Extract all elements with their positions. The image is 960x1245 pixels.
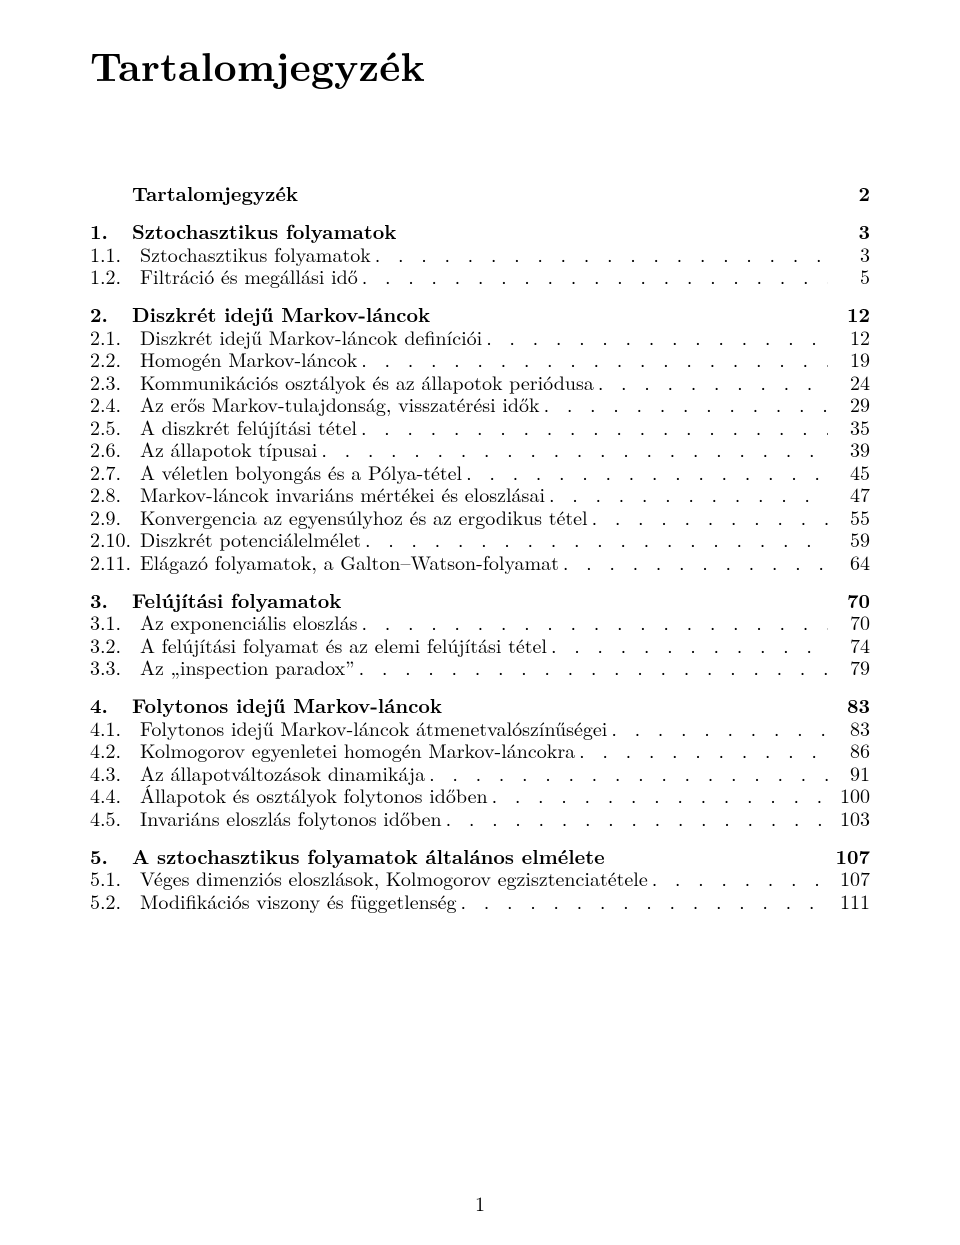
toc-entry-page: 19: [832, 349, 870, 369]
toc-entry-label: Az állapotok típusai: [140, 439, 317, 459]
toc-entry: 2.Diszkrét idejű Markov-láncok 12: [90, 304, 870, 324]
toc-entry-number: 2.11.: [90, 552, 140, 572]
toc-leader-dots: . . . . . . . . . . . . . . . . . . . . …: [461, 891, 828, 911]
toc-leader-dots: . . . . . . . . . . . . . . . . . . . . …: [361, 417, 828, 437]
toc-leader-dots: . . . . . . . . . . . . . . . . . . . . …: [375, 244, 828, 264]
toc-entry: Tartalomjegyzék 2: [90, 183, 870, 203]
toc-leader-dots: . . . . . . . . . . . . . . . . . . . . …: [321, 439, 828, 459]
toc-entry: 4.4.Állapotok és osztályok folytonos idő…: [90, 785, 870, 805]
toc-entry-label: Állapotok és osztályok folytonos időben: [140, 785, 488, 805]
toc-entry-page: 83: [832, 695, 870, 715]
toc-entry-label: Homogén Markov-láncok: [140, 349, 357, 369]
toc-leader-dots: . . . . . . . . . . . . . . . . . . . . …: [362, 266, 828, 286]
toc-entry-number: 4.4.: [90, 785, 140, 805]
toc-entry-number: 4.2.: [90, 740, 140, 760]
toc-entry-number: 2.4.: [90, 394, 140, 414]
toc-entry-number: 2.10.: [90, 529, 140, 549]
toc-entry-page: 86: [832, 740, 870, 760]
toc-entry-page: 29: [832, 394, 870, 414]
toc-entry: 2.4.Az erős Markov-tulajdonság, visszaté…: [90, 394, 870, 414]
toc-entry: 5.1.Véges dimenziós eloszlások, Kolmogor…: [90, 868, 870, 888]
toc-entry: 5.2.Modifikációs viszony és függetlenség…: [90, 891, 870, 911]
toc-entry-page: 3: [832, 221, 870, 241]
toc-entry-page: 59: [832, 529, 870, 549]
toc-entry-page: 100: [832, 785, 870, 805]
toc-leader-dots: . . . . . . . . . . . . . . . . . . . . …: [592, 507, 828, 527]
toc-entry-page: 5: [832, 266, 870, 286]
toc-entry-number: 3.1.: [90, 612, 140, 632]
toc-leader-dots: . . . . . . . . . . . . . . . . . . . . …: [598, 372, 828, 392]
toc-leader-dots: . . . . . . . . . . . . . . . . . . . . …: [563, 552, 828, 572]
toc-entry-label: Folytonos idejű Markov-láncok: [132, 695, 442, 715]
toc-leader-dots: . . . . . . . . . . . . . . . . . . . . …: [429, 763, 828, 783]
toc-leader-dots: . . . . . . . . . . . . . . . . . . . . …: [544, 394, 828, 414]
toc-entry: 2.6.Az állapotok típusai. . . . . . . . …: [90, 439, 870, 459]
toc-entry-page: 70: [832, 612, 870, 632]
document-title: Tartalomjegyzék: [90, 36, 870, 93]
toc-entry-page: 107: [832, 868, 870, 888]
toc-entry-number: 2.6.: [90, 439, 140, 459]
toc-leader-dots: . . . . . . . . . . . . . . . . . . . . …: [486, 327, 828, 347]
toc-entry-number: 1.: [90, 221, 132, 241]
toc-entry: 2.2.Homogén Markov-láncok. . . . . . . .…: [90, 349, 870, 369]
toc-entry-label: Az erős Markov-tulajdonság, visszatérési…: [140, 394, 540, 414]
toc-entry-label: Markov-láncok invariáns mértékei és elos…: [140, 484, 545, 504]
toc-entry-number: 5.2.: [90, 891, 140, 911]
toc-entry-page: 111: [832, 891, 870, 911]
toc-entry: 4.Folytonos idejű Markov-láncok 83: [90, 695, 870, 715]
toc-leader-dots: . . . . . . . . . . . . . . . . . . . . …: [492, 785, 828, 805]
toc-leader-dots: . . . . . . . . . . . . . . . . . . . . …: [611, 718, 828, 738]
toc-entry-page: 2: [832, 183, 870, 203]
toc-entry-number: 4.5.: [90, 808, 140, 828]
toc-entry-number: 2.8.: [90, 484, 140, 504]
toc-leader-dots: . . . . . . . . . . . . . . . . . . . . …: [361, 349, 828, 369]
toc-entry-label: Invariáns eloszlás folytonos időben: [140, 808, 442, 828]
toc-entry: 2.8.Markov-láncok invariáns mértékei és …: [90, 484, 870, 504]
toc-entry: 1.2.Filtráció és megállási idő. . . . . …: [90, 266, 870, 286]
toc-leader-dots: . . . . . . . . . . . . . . . . . . . . …: [359, 657, 828, 677]
toc-entry-number: 4.: [90, 695, 132, 715]
page: Tartalomjegyzék Tartalomjegyzék 2 1.Sztoch…: [0, 0, 960, 1245]
toc-entry-number: 3.3.: [90, 657, 140, 677]
toc-entry-label: Tartalomjegyzék: [132, 183, 298, 203]
toc-entry: 3.3.Az „inspection paradox”. . . . . . .…: [90, 657, 870, 677]
toc-entry-label: Sztochasztikus folyamatok: [132, 221, 396, 241]
toc-entry-page: 64: [832, 552, 870, 572]
toc-leader-dots: . . . . . . . . . . . . . . . . . . . . …: [362, 612, 828, 632]
toc-entry: 3.1.Az exponenciális eloszlás. . . . . .…: [90, 612, 870, 632]
toc-entry-page: 47: [832, 484, 870, 504]
toc-entry-page: 12: [832, 304, 870, 324]
toc-entry: 4.5.Invariáns eloszlás folytonos időben.…: [90, 808, 870, 828]
toc-entry: 1.Sztochasztikus folyamatok 3: [90, 221, 870, 241]
toc-entry: 2.10.Diszkrét potenciálelmélet. . . . . …: [90, 529, 870, 549]
toc-entry-number: 2.2.: [90, 349, 140, 369]
toc-entry-page: 39: [832, 439, 870, 459]
toc-leader-dots: . . . . . . . . . . . . . . . . . . . . …: [446, 808, 828, 828]
toc-entry-number: 1.2.: [90, 266, 140, 286]
toc-leader-dots: . . . . . . . . . . . . . . . . . . . . …: [579, 740, 828, 760]
toc-entry-label: Diszkrét potenciálelmélet: [140, 529, 361, 549]
table-of-contents: Tartalomjegyzék 2 1.Sztochasztikus folyama…: [90, 183, 870, 911]
toc-entry-label: Filtráció és megállási idő: [140, 266, 358, 286]
toc-entry-page: 79: [832, 657, 870, 677]
toc-entry-label: Diszkrét idejű Markov-láncok: [132, 304, 430, 324]
page-number: 1: [0, 1188, 960, 1217]
toc-leader-dots: . . . . . . . . . . . . . . . . . . . . …: [551, 635, 828, 655]
toc-leader-dots: . . . . . . . . . . . . . . . . . . . . …: [365, 529, 828, 549]
toc-entry-number: 5.1.: [90, 868, 140, 888]
toc-entry-label: Kolmogorov egyenletei homogén Markov-lán…: [140, 740, 575, 760]
toc-leader-dots: . . . . . . . . . . . . . . . . . . . . …: [549, 484, 828, 504]
toc-entry-label: Az „inspection paradox”: [140, 657, 355, 677]
toc-entry-label: Véges dimenziós eloszlások, Kolmogorov e…: [140, 868, 648, 888]
toc-entry-number: 2.: [90, 304, 132, 324]
toc-entry-page: 103: [832, 808, 870, 828]
toc-entry-label: Modifikációs viszony és függetlenség: [140, 891, 457, 911]
toc-entry: 2.11.Elágazó folyamatok, a Galton–Watson…: [90, 552, 870, 572]
toc-entry-label: Az exponenciális eloszlás: [140, 612, 358, 632]
toc-entry: 4.2.Kolmogorov egyenletei homogén Markov…: [90, 740, 870, 760]
toc-entry-label: Elágazó folyamatok, a Galton–Watson-foly…: [140, 552, 559, 572]
toc-leader-dots: . . . . . . . . . . . . . . . . . . . . …: [652, 868, 828, 888]
